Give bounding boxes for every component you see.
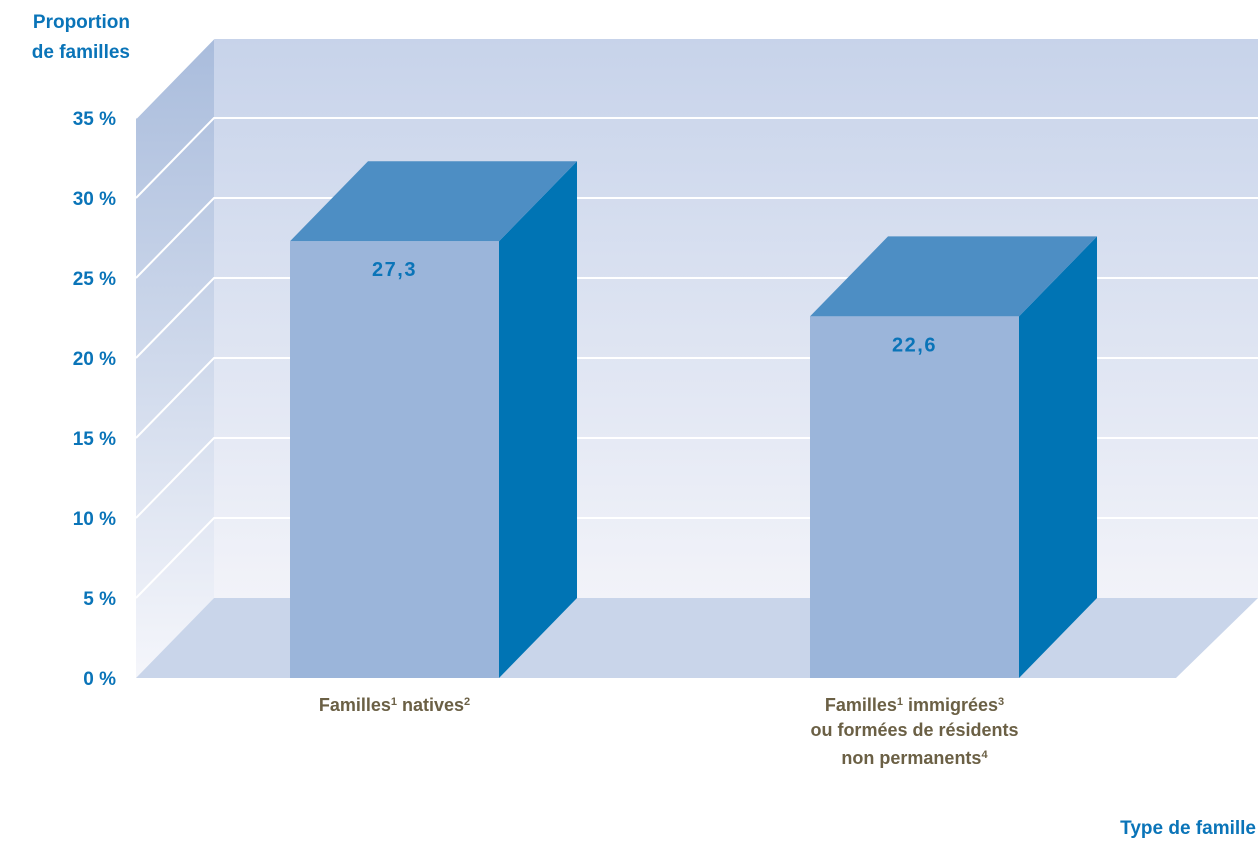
- x-axis-title: Type de famille: [1120, 818, 1256, 839]
- y-tick-label: 25 %: [73, 269, 116, 290]
- label-text: immigrées: [903, 695, 999, 715]
- y-tick-label: 10 %: [73, 509, 116, 530]
- gridline: [135, 197, 1258, 279]
- bars: 27,3 22,6: [290, 161, 1097, 678]
- y-axis-title: Proportion de familles: [10, 8, 130, 68]
- bar-top: [810, 236, 1097, 317]
- y-tick-label: 5 %: [83, 589, 116, 610]
- x-tick-label-line: Familles1 immigrées3: [745, 690, 1085, 718]
- bar: 22,6: [810, 236, 1097, 678]
- data-label: 22,6: [892, 334, 937, 356]
- bar-side: [499, 161, 577, 678]
- data-label: 27,3: [372, 259, 417, 281]
- x-tick-label: Familles1 immigrées3 ou formées de réside…: [745, 690, 1085, 771]
- bar-front: [290, 241, 499, 678]
- bar: 27,3: [290, 161, 577, 678]
- footnote-marker: 1: [390, 696, 397, 708]
- gridline: [135, 37, 1258, 119]
- y-tick-label: 20 %: [73, 349, 116, 370]
- x-tick-label: Familles1 natives2: [225, 690, 565, 718]
- side-wall: [136, 38, 214, 678]
- y-tick-label: 35 %: [73, 109, 116, 130]
- x-tick-label-line: ou formées de résidents: [745, 718, 1085, 743]
- y-tick-label: 30 %: [73, 189, 116, 210]
- footnote-marker: 3: [998, 696, 1005, 708]
- bar-front: [810, 316, 1019, 678]
- y-tick-label: 0 %: [83, 669, 116, 690]
- footnote-marker: 4: [981, 749, 988, 761]
- y-tick-label: 15 %: [73, 429, 116, 450]
- x-tick-label-line: Familles1 natives2: [225, 690, 565, 718]
- label-text: natives: [397, 695, 465, 715]
- gridline: [135, 117, 1258, 199]
- footnote-marker: 2: [464, 696, 471, 708]
- y-axis-title-line-1: Proportion: [32, 12, 130, 33]
- y-axis-ticks: 0 % 5 % 10 % 15 % 20 % 25 % 30 % 35 %: [73, 109, 116, 690]
- x-tick-label-line: non permanents4: [745, 743, 1085, 771]
- bar-top: [290, 161, 577, 242]
- label-text: Familles: [318, 695, 391, 715]
- label-text: non permanents: [841, 748, 982, 768]
- footnote-marker: 1: [896, 696, 903, 708]
- y-axis-title-line-2: de familles: [31, 42, 130, 63]
- label-text: Familles: [824, 695, 897, 715]
- label-text: ou formées de résidents: [810, 720, 1019, 740]
- bar-side: [1019, 236, 1097, 678]
